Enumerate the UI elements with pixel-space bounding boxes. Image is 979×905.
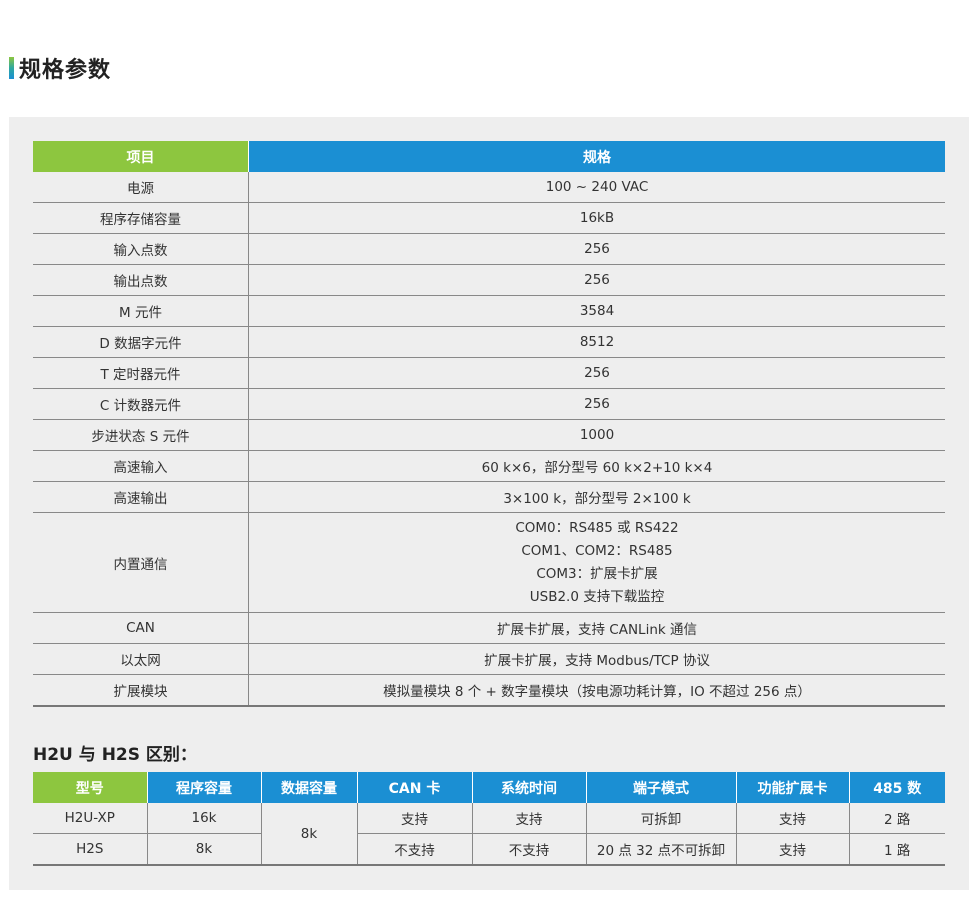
compare-can: 支持: [357, 803, 473, 834]
compare-header-terminal: 端子模式: [586, 772, 737, 803]
spec-item: 输出点数: [33, 264, 249, 296]
spec-value: 扩展卡扩展，支持 Modbus/TCP 协议: [248, 643, 945, 675]
spec-value-line: USB2.0 支持下载监控: [529, 588, 665, 605]
spec-row: 电源 100 ~ 240 VAC: [33, 172, 945, 203]
spec-row: 程序存储容量 16kB: [33, 202, 945, 234]
spec-item: T 定时器元件: [33, 357, 249, 389]
spec-item: 高速输入: [33, 450, 249, 482]
spec-row: M 元件 3584: [33, 295, 945, 327]
compare-row: H2S 8k 不支持 不支持 20 点 32 点不可拆卸 支持 1 路: [33, 833, 945, 866]
spec-item: D 数据字元件: [33, 326, 249, 358]
spec-value-line: COM0：RS485 或 RS422: [515, 519, 679, 536]
compare-header-can: CAN 卡: [357, 772, 473, 803]
spec-value-line: COM1、COM2：RS485: [521, 542, 673, 559]
spec-item: 扩展模块: [33, 674, 249, 707]
spec-header-value: 规格: [248, 141, 945, 172]
spec-value: 16kB: [248, 202, 945, 234]
spec-value: 100 ~ 240 VAC: [248, 172, 945, 203]
compare-program: 8k: [147, 833, 262, 866]
spec-item: 内置通信: [33, 512, 249, 613]
spec-panel: 项目 规格 电源 100 ~ 240 VAC 程序存储容量 16kB 输入点数 256…: [9, 117, 969, 890]
spec-item: 以太网: [33, 643, 249, 675]
title-accent-bar: [9, 57, 14, 79]
compare-terminal: 20 点 32 点不可拆卸: [586, 833, 737, 866]
compare-header-row: 型号 程序容量 数据容量 CAN 卡 系统时间 端子模式 功能扩展卡 485 数: [33, 772, 945, 803]
spec-row: 内置通信 COM0：RS485 或 RS422 COM1、COM2：RS485 …: [33, 512, 945, 613]
compare-data-capacity: 8k: [261, 803, 358, 866]
spec-value: 256: [248, 388, 945, 420]
compare-header-485: 485 数: [849, 772, 945, 803]
spec-header-item: 项目: [33, 141, 249, 172]
spec-row: 步进状态 S 元件 1000: [33, 419, 945, 451]
spec-item: M 元件: [33, 295, 249, 327]
compare-row: H2U-XP 16k 8k 支持 支持 可拆卸 支持 2 路: [33, 803, 945, 866]
compare-485: 1 路: [849, 833, 945, 866]
compare-485: 2 路: [849, 803, 945, 834]
compare-title: H2U 与 H2S 区别：: [33, 745, 197, 765]
spec-value: 256: [248, 357, 945, 389]
compare-ext-card: 支持: [736, 803, 850, 834]
spec-value: 扩展卡扩展，支持 CANLink 通信: [248, 612, 945, 644]
spec-item: 电源: [33, 172, 249, 203]
spec-row: 高速输入 60 k×6，部分型号 60 k×2+10 k×4: [33, 450, 945, 482]
compare-header-program: 程序容量: [147, 772, 262, 803]
spec-item: 高速输出: [33, 481, 249, 513]
spec-value: 256: [248, 264, 945, 296]
compare-clock: 支持: [472, 803, 587, 834]
section-heading: 规格参数: [9, 54, 112, 83]
spec-table: 项目 规格 电源 100 ~ 240 VAC 程序存储容量 16kB 输入点数 256…: [33, 141, 945, 707]
spec-item: 输入点数: [33, 233, 249, 265]
spec-row: 输入点数 256: [33, 233, 945, 265]
spec-row: 扩展模块 模拟量模块 8 个 + 数字量模块（按电源功耗计算，IO 不超过 256…: [33, 674, 945, 707]
compare-model: H2S: [33, 833, 148, 866]
compare-model: H2U-XP: [33, 803, 148, 834]
spec-header-row: 项目 规格: [33, 141, 945, 172]
compare-ext-card: 支持: [736, 833, 850, 866]
spec-row: 高速输出 3×100 k，部分型号 2×100 k: [33, 481, 945, 513]
spec-value-line: COM3：扩展卡扩展: [536, 565, 658, 582]
compare-header-data: 数据容量: [261, 772, 358, 803]
spec-item: C 计数器元件: [33, 388, 249, 420]
spec-value: 1000: [248, 419, 945, 451]
spec-row: 输出点数 256: [33, 264, 945, 296]
spec-row: 以太网 扩展卡扩展，支持 Modbus/TCP 协议: [33, 643, 945, 675]
spec-row: T 定时器元件 256: [33, 357, 945, 389]
spec-value: 3×100 k，部分型号 2×100 k: [248, 481, 945, 513]
spec-value: 模拟量模块 8 个 + 数字量模块（按电源功耗计算，IO 不超过 256 点）: [248, 674, 945, 707]
spec-item: CAN: [33, 612, 249, 644]
compare-table: 型号 程序容量 数据容量 CAN 卡 系统时间 端子模式 功能扩展卡 485 数…: [33, 772, 945, 866]
spec-value: 3584: [248, 295, 945, 327]
compare-terminal: 可拆卸: [586, 803, 737, 834]
spec-value: 256: [248, 233, 945, 265]
compare-header-clock: 系统时间: [472, 772, 587, 803]
compare-can: 不支持: [357, 833, 473, 866]
spec-item: 程序存储容量: [33, 202, 249, 234]
section-title: 规格参数: [19, 58, 112, 83]
spec-row: D 数据字元件 8512: [33, 326, 945, 358]
spec-value: 8512: [248, 326, 945, 358]
compare-clock: 不支持: [472, 833, 587, 866]
spec-value-multiline: COM0：RS485 或 RS422 COM1、COM2：RS485 COM3：…: [248, 512, 945, 613]
spec-value: 60 k×6，部分型号 60 k×2+10 k×4: [248, 450, 945, 482]
compare-header-model: 型号: [33, 772, 148, 803]
compare-header-ext-card: 功能扩展卡: [736, 772, 850, 803]
spec-item: 步进状态 S 元件: [33, 419, 249, 451]
compare-program: 16k: [147, 803, 262, 834]
spec-row: CAN 扩展卡扩展，支持 CANLink 通信: [33, 612, 945, 644]
spec-row: C 计数器元件 256: [33, 388, 945, 420]
